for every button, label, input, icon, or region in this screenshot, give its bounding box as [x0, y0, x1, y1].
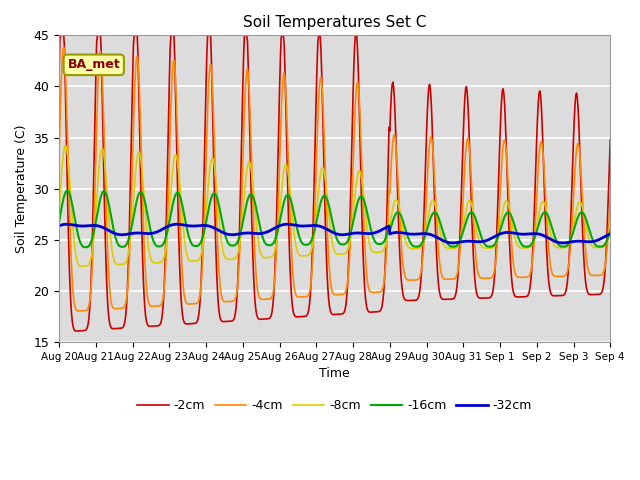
-8cm [607, 223, 614, 229]
-4cm [436, 259, 444, 264]
-32cm [381, 226, 388, 231]
-8cm [436, 226, 444, 231]
-2cm [557, 293, 565, 299]
-2cm [178, 303, 186, 309]
-16cm [381, 236, 389, 242]
-16cm [55, 218, 63, 224]
-4cm [178, 257, 186, 263]
-16cm [328, 215, 335, 221]
-16cm [178, 199, 186, 205]
-2cm [436, 289, 444, 295]
X-axis label: Time: Time [319, 367, 350, 380]
-8cm [557, 245, 565, 251]
-2cm [202, 114, 209, 120]
-16cm [202, 223, 209, 228]
-4cm [557, 274, 565, 279]
-2cm [57, 33, 65, 38]
-2cm [381, 262, 389, 268]
Line: -32cm: -32cm [59, 224, 611, 243]
-32cm [327, 228, 335, 234]
-32cm [177, 222, 185, 228]
-4cm [76, 308, 83, 314]
-8cm [381, 243, 389, 249]
-2cm [73, 328, 81, 334]
-8cm [55, 206, 63, 212]
-8cm [178, 205, 186, 211]
Text: BA_met: BA_met [67, 59, 120, 72]
Line: -4cm: -4cm [59, 48, 611, 311]
-8cm [202, 218, 209, 224]
Y-axis label: Soil Temperature (C): Soil Temperature (C) [15, 124, 28, 253]
-4cm [55, 150, 63, 156]
-8cm [61, 143, 69, 148]
-2cm [55, 68, 63, 74]
-16cm [64, 188, 72, 193]
-8cm [78, 264, 86, 269]
-4cm [381, 268, 389, 274]
-16cm [81, 244, 89, 250]
Legend: -2cm, -4cm, -8cm, -16cm, -32cm: -2cm, -4cm, -8cm, -16cm, -32cm [132, 394, 537, 417]
-32cm [55, 223, 63, 228]
Title: Soil Temperatures Set C: Soil Temperatures Set C [243, 15, 426, 30]
-16cm [557, 243, 565, 249]
-2cm [607, 137, 614, 143]
-32cm [435, 236, 443, 241]
Line: -8cm: -8cm [59, 145, 611, 266]
-4cm [202, 182, 209, 188]
-32cm [63, 221, 70, 227]
-32cm [607, 231, 614, 237]
-32cm [201, 223, 209, 228]
Line: -2cm: -2cm [59, 36, 611, 331]
-32cm [557, 240, 565, 246]
-4cm [60, 45, 68, 50]
-16cm [607, 228, 614, 234]
-4cm [328, 287, 335, 292]
-32cm [449, 240, 456, 246]
-16cm [436, 217, 444, 223]
-4cm [607, 194, 614, 200]
-2cm [328, 311, 335, 317]
Line: -16cm: -16cm [59, 191, 611, 247]
-8cm [328, 236, 335, 241]
